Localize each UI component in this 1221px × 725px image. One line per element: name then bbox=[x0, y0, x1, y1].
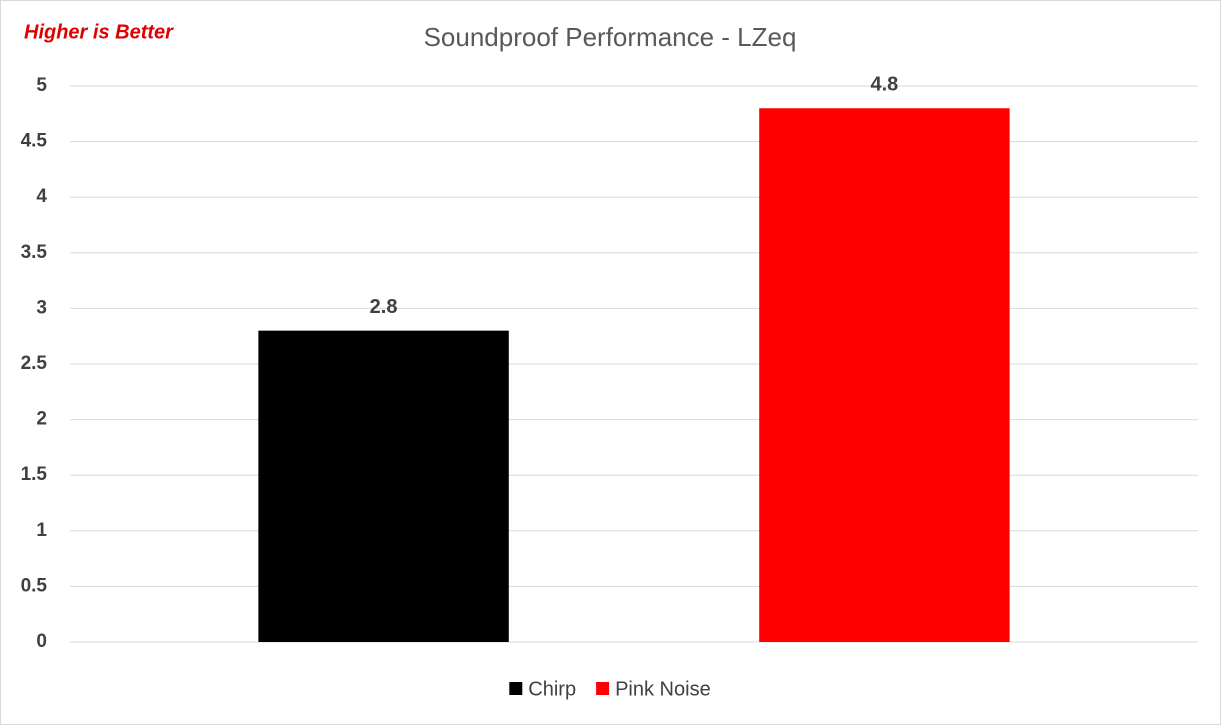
y-tick-label: 2 bbox=[36, 409, 47, 430]
annotation: Higher is Better bbox=[24, 21, 174, 43]
y-tick-label: 1.5 bbox=[21, 464, 48, 485]
chart-title: Soundproof Performance - LZeq bbox=[424, 22, 797, 52]
y-tick-label: 3 bbox=[36, 297, 47, 318]
data-label: 2.8 bbox=[370, 296, 398, 318]
y-tick-label: 2.5 bbox=[21, 353, 48, 374]
y-tick-label: 5 bbox=[36, 75, 47, 96]
legend-swatch bbox=[509, 682, 523, 695]
data-label: 4.8 bbox=[871, 74, 899, 96]
y-tick-label: 0.5 bbox=[21, 575, 48, 596]
bar bbox=[258, 330, 509, 642]
bar bbox=[759, 108, 1010, 643]
legend-label: Pink Noise bbox=[615, 678, 711, 700]
y-tick-label: 3.5 bbox=[21, 242, 48, 263]
legend-swatch bbox=[596, 682, 610, 695]
legend-label: Chirp bbox=[528, 678, 576, 700]
y-tick-label: 0 bbox=[36, 631, 47, 652]
y-tick-label: 4 bbox=[36, 186, 47, 207]
y-tick-label: 4.5 bbox=[21, 131, 48, 152]
y-tick-label: 1 bbox=[36, 520, 47, 541]
